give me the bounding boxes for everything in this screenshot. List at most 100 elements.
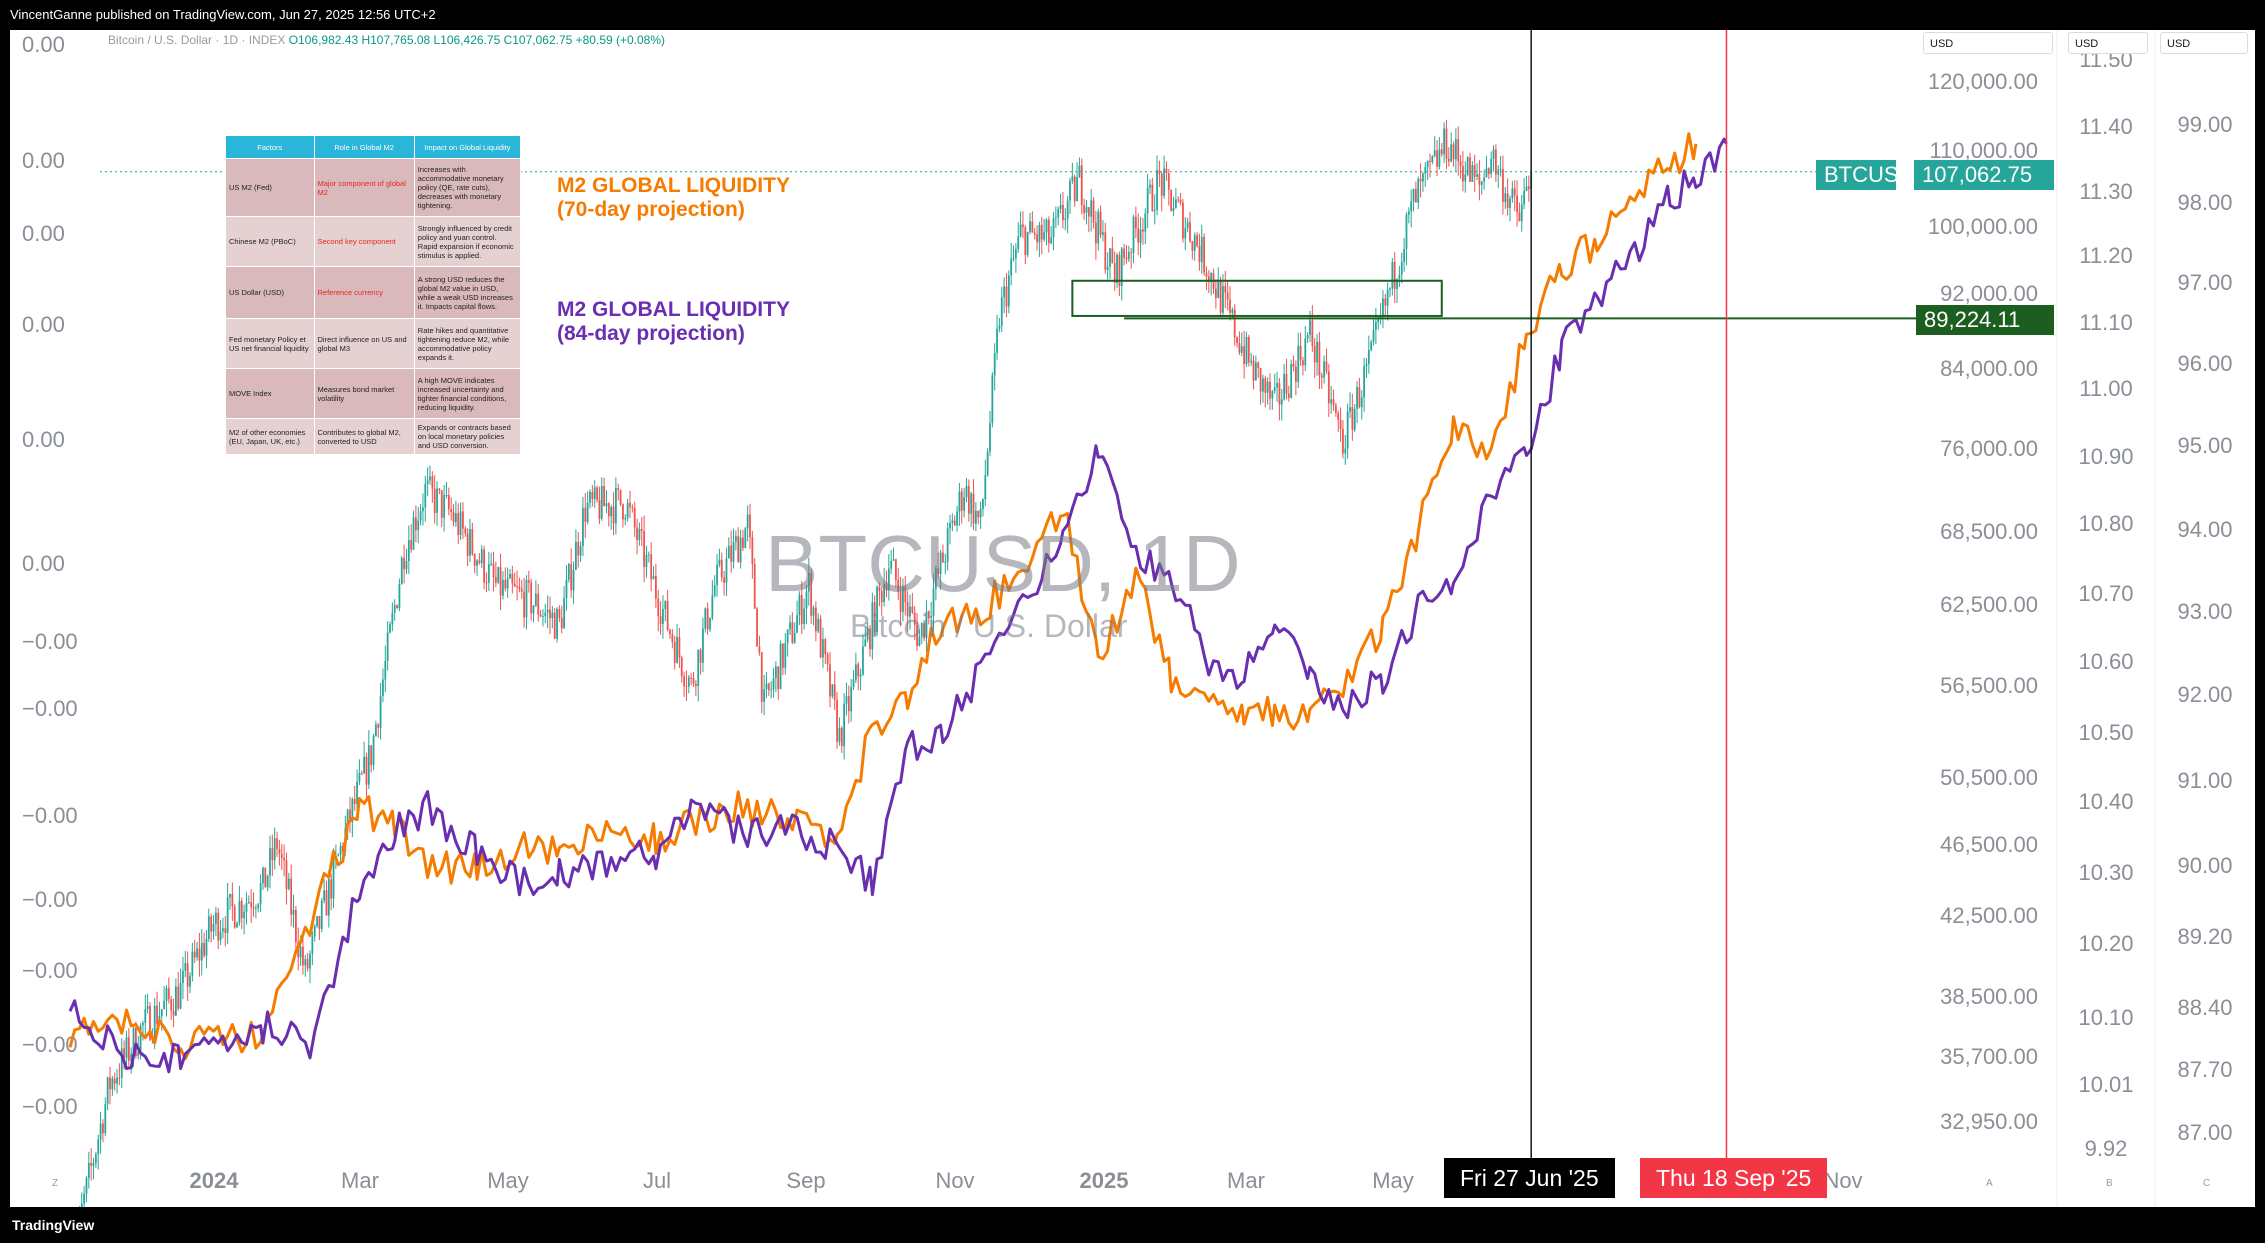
candle-body <box>179 983 182 1009</box>
candle-body <box>219 931 222 941</box>
candle-body <box>1245 337 1248 365</box>
candle-body <box>582 507 584 546</box>
candle-body <box>1511 188 1514 199</box>
name-watermark: Bitcoin / U.S. Dollar <box>850 608 1128 644</box>
m2-84-annotation[interactable]: M2 GLOBAL LIQUIDITY (84-day projection) <box>557 298 790 345</box>
candle-body <box>400 557 403 584</box>
candle-body <box>1525 186 1528 191</box>
scale-letter-a[interactable]: A <box>1986 1178 1993 1189</box>
candle-body <box>763 689 766 702</box>
candle-body <box>902 586 904 612</box>
candle-body <box>372 735 375 766</box>
candle-body <box>1417 178 1420 203</box>
candle-body <box>200 942 203 961</box>
candle-body <box>1398 274 1401 279</box>
price-axis-tick: 62,500.00 <box>1940 592 2038 617</box>
candle-body <box>182 970 184 984</box>
candle-body <box>410 540 413 550</box>
candle-body <box>1109 248 1111 268</box>
candle-body <box>934 568 937 589</box>
candle-body <box>1210 273 1213 282</box>
candle-body <box>1419 178 1422 182</box>
candle-body <box>937 568 940 575</box>
candle-body <box>1351 407 1354 430</box>
candle-body <box>1485 168 1488 178</box>
candle-body <box>713 585 716 596</box>
candle-body <box>462 511 464 529</box>
currency-tab-m2-84[interactable]: USD <box>2160 32 2248 54</box>
candle-body <box>1494 149 1497 175</box>
candle-body <box>1443 128 1446 155</box>
candle-body <box>311 936 314 955</box>
candle-body <box>1264 378 1267 393</box>
candle-body <box>1466 157 1469 175</box>
candle-body <box>304 959 307 966</box>
candle-body <box>1386 289 1389 306</box>
candle-body <box>798 595 801 616</box>
candle-body <box>1476 174 1478 177</box>
candle-body <box>1367 350 1370 365</box>
candle-body <box>278 848 281 854</box>
candle-body <box>1022 224 1024 228</box>
scale-letter-c[interactable]: C <box>2203 1178 2211 1189</box>
candle-body <box>831 684 834 697</box>
candle-body <box>262 867 264 884</box>
m2-70-annotation[interactable]: M2 GLOBAL LIQUIDITY (70-day projection) <box>557 174 790 221</box>
currency-tab-price[interactable]: USD <box>1923 32 2053 54</box>
candle-body <box>711 595 714 618</box>
candle-body <box>1334 405 1337 413</box>
table-header: Impact on Global Liquidity <box>413 135 522 159</box>
tradingview-logo[interactable]: TradingView <box>12 1217 95 1233</box>
candle-body <box>167 988 170 1000</box>
candle-body <box>1459 161 1462 167</box>
candle-body <box>1163 168 1166 196</box>
candle-body <box>657 598 660 617</box>
candle-body <box>1090 200 1093 217</box>
candle-body <box>1436 150 1438 167</box>
candle-body <box>1504 193 1507 202</box>
candle-body <box>123 1048 126 1059</box>
left-axis-tick: −0.00 <box>22 1032 78 1057</box>
candle-body <box>1509 198 1511 209</box>
candle-body <box>723 577 726 583</box>
candle-body <box>676 637 678 663</box>
candle-body <box>1462 166 1464 182</box>
m2-70-axis-tick: 10.01 <box>2078 1072 2133 1097</box>
chart-panel[interactable]: 0.00 0.00 0.00 0.00 0.00 0.00 −0.00 −0.00 −0.00 −… <box>10 30 2255 1207</box>
candle-body <box>647 554 650 556</box>
m2-70-axis-tick: 10.70 <box>2078 581 2133 606</box>
candle-body <box>1309 320 1311 335</box>
chart-canvas[interactable]: 0.00 0.00 0.00 0.00 0.00 0.00 −0.00 −0.00 −0.00 −… <box>10 30 2255 1207</box>
scale-letter-b[interactable]: B <box>2106 1178 2113 1189</box>
table-cell: Major component of global M2 <box>313 158 415 217</box>
candle-body <box>205 938 208 956</box>
candle-body <box>457 513 460 536</box>
candle-body <box>800 595 803 625</box>
candle-body <box>951 520 954 523</box>
candle-body <box>664 601 667 609</box>
candle-body <box>353 798 356 804</box>
left-axis-tick: −0.00 <box>22 958 78 983</box>
candle-body <box>1382 298 1384 317</box>
candle-body <box>1153 209 1156 211</box>
candle-body <box>396 605 398 608</box>
support-zone-box <box>1071 279 1443 317</box>
candle-body <box>1306 334 1309 339</box>
currency-tab-m2-70[interactable]: USD <box>2068 32 2148 54</box>
candle-body <box>419 511 422 521</box>
candle-body <box>264 867 267 888</box>
footer-bar: TradingView <box>0 1207 2265 1243</box>
candle-body <box>1454 139 1457 160</box>
candle-body <box>586 502 589 522</box>
candle-body <box>504 579 507 589</box>
candle-body <box>758 646 761 653</box>
candle-body <box>650 554 653 580</box>
candle-body <box>1182 202 1184 239</box>
candle-body <box>1003 286 1006 298</box>
candle-body <box>873 602 876 633</box>
candle-body <box>1297 345 1300 382</box>
symbol-legend: Bitcoin / U.S. Dollar · 1D · INDEX O106,… <box>108 33 665 47</box>
candle-body <box>480 549 483 564</box>
candle-body <box>426 480 429 484</box>
scale-letter-z[interactable]: Z <box>52 1178 59 1189</box>
